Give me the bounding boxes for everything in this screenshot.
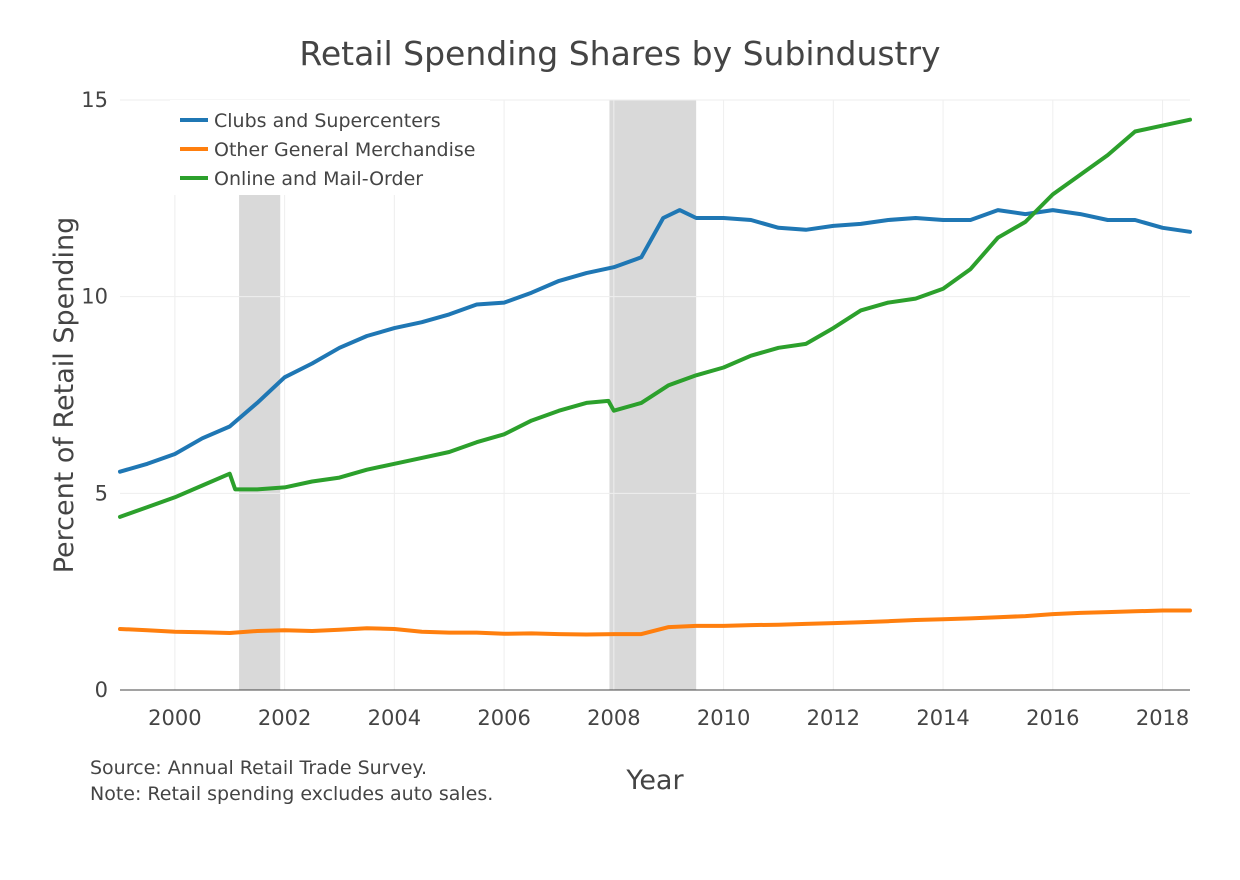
x-tick-label: 2010 — [697, 706, 750, 730]
x-axis-ticks: 2000 2002 2004 2006 2008 2010 2012 2014 2016 2018 — [148, 706, 1189, 730]
x-tick-label: 2000 — [148, 706, 201, 730]
legend-label: Other General Merchandise — [214, 139, 475, 161]
x-tick-label: 2014 — [916, 706, 969, 730]
x-axis-title: Year — [625, 765, 684, 796]
series-line-clubs-and-supercenters — [118, 208, 1192, 474]
x-tick-label: 2016 — [1026, 706, 1079, 730]
chart-title: Retail Spending Shares by Subindustry — [299, 34, 941, 73]
x-tick-label: 2008 — [587, 706, 640, 730]
x-tick-label: 2006 — [477, 706, 530, 730]
y-tick-label: 5 — [95, 481, 108, 505]
legend-background — [170, 100, 490, 195]
series-line-other-general-merchandise — [118, 608, 1192, 637]
recession-bands — [239, 100, 697, 690]
x-tick-label: 2018 — [1136, 706, 1189, 730]
y-tick-label: 10 — [81, 285, 108, 309]
legend-label: Online and Mail-Order — [214, 168, 423, 190]
recession-band — [239, 100, 281, 690]
y-tick-label: 15 — [81, 88, 108, 112]
series-lines — [118, 117, 1192, 637]
y-axis-ticks: 0 5 10 15 — [81, 88, 108, 702]
x-tick-label: 2012 — [807, 706, 860, 730]
gridlines — [120, 99, 1190, 690]
chart-notes: Source: Annual Retail Trade Survey. Note… — [90, 755, 493, 807]
y-axis-title: Percent of Retail Spending — [49, 217, 80, 574]
series-line-online-and-mail-order — [118, 117, 1192, 519]
legend: Clubs and Supercenters Other General Merc… — [170, 100, 490, 195]
x-tick-label: 2002 — [258, 706, 311, 730]
x-tick-label: 2004 — [368, 706, 421, 730]
footnote: Note: Retail spending excludes auto sale… — [90, 783, 494, 805]
source-note: Source: Annual Retail Trade Survey. — [90, 757, 427, 779]
y-tick-label: 0 — [95, 678, 108, 702]
legend-label: Clubs and Supercenters — [214, 110, 441, 132]
